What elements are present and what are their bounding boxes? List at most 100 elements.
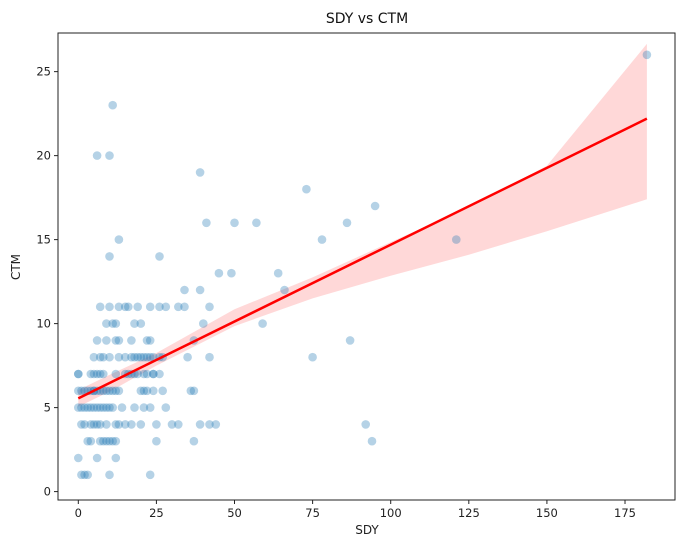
- data-point: [136, 420, 146, 429]
- y-tick-label: 25: [36, 65, 51, 79]
- data-point: [86, 436, 96, 446]
- data-point: [195, 285, 205, 295]
- data-point: [108, 436, 117, 446]
- x-tick-label: 25: [149, 506, 164, 520]
- data-point: [302, 184, 311, 194]
- data-point: [152, 436, 161, 446]
- data-point: [105, 352, 114, 362]
- data-point: [95, 436, 105, 446]
- data-point: [186, 386, 196, 396]
- data-point: [227, 268, 236, 278]
- regression-line-layer: [77, 117, 648, 400]
- data-point: [74, 369, 83, 379]
- data-point: [108, 100, 117, 110]
- confidence-band-layer: [78, 43, 647, 407]
- data-point: [83, 436, 92, 446]
- data-point: [102, 403, 111, 412]
- data-point: [174, 302, 183, 312]
- data-point: [642, 50, 652, 60]
- data-point: [139, 386, 149, 396]
- data-point: [127, 336, 136, 345]
- data-point: [205, 352, 214, 362]
- data-point: [142, 336, 152, 345]
- data-point: [108, 386, 117, 396]
- data-point: [211, 420, 221, 429]
- data-point: [105, 386, 114, 396]
- y-tick-label: 5: [44, 401, 51, 415]
- data-point: [117, 403, 127, 412]
- data-point: [367, 436, 377, 446]
- data-point: [74, 453, 83, 463]
- data-point: [142, 369, 152, 379]
- data-point: [167, 420, 177, 429]
- data-point: [127, 420, 136, 429]
- data-point: [105, 403, 114, 412]
- data-point: [102, 436, 111, 446]
- data-point: [92, 420, 102, 429]
- plot-frame: [57, 32, 676, 501]
- data-point: [77, 470, 86, 480]
- data-point: [161, 403, 171, 412]
- data-point: [136, 386, 146, 396]
- data-point: [183, 352, 192, 362]
- data-point: [86, 369, 96, 379]
- data-point: [111, 336, 121, 345]
- data-point: [124, 302, 133, 312]
- x-tick-label: 50: [227, 506, 242, 520]
- data-point: [105, 470, 114, 480]
- data-point: [189, 386, 199, 396]
- data-point: [95, 420, 105, 429]
- x-tick-label: 100: [380, 506, 402, 520]
- data-point: [149, 369, 158, 379]
- data-point: [74, 386, 83, 396]
- data-point: [83, 470, 92, 480]
- data-point: [155, 369, 164, 379]
- data-point: [95, 369, 105, 379]
- confidence-band: [78, 43, 647, 407]
- data-point: [111, 319, 121, 328]
- data-point: [89, 352, 99, 362]
- data-point: [111, 436, 121, 446]
- data-point: [120, 420, 130, 429]
- data-point: [142, 386, 152, 396]
- data-point: [102, 336, 111, 345]
- data-point: [370, 201, 380, 211]
- data-point: [99, 386, 108, 396]
- data-point: [136, 352, 146, 362]
- data-point: [102, 319, 111, 328]
- data-point: [145, 352, 155, 362]
- data-point: [80, 403, 89, 412]
- data-point: [130, 403, 139, 412]
- data-point: [108, 403, 117, 412]
- x-axis-ticks: 0 25 50 75 100 125 150 175: [75, 500, 636, 520]
- data-point: [127, 352, 136, 362]
- data-point: [180, 285, 189, 295]
- data-point: [86, 403, 96, 412]
- data-point: [111, 386, 121, 396]
- data-point: [155, 252, 164, 261]
- data-point: [361, 420, 371, 429]
- data-point: [105, 302, 114, 312]
- data-point: [114, 420, 124, 429]
- data-point: [230, 218, 239, 228]
- data-point: [158, 386, 167, 396]
- data-point: [139, 352, 149, 362]
- data-point: [89, 403, 99, 412]
- data-point: [92, 336, 102, 345]
- data-point: [120, 302, 130, 312]
- x-tick-label: 125: [458, 506, 480, 520]
- data-point: [114, 386, 124, 396]
- data-point: [280, 285, 289, 295]
- data-point: [92, 453, 102, 463]
- data-point: [111, 420, 121, 429]
- data-point: [105, 436, 114, 446]
- data-point: [95, 302, 105, 312]
- data-point: [345, 336, 355, 345]
- data-point: [195, 420, 205, 429]
- data-point: [105, 252, 114, 261]
- data-point: [99, 352, 108, 362]
- data-point: [80, 420, 89, 429]
- data-point: [174, 420, 183, 429]
- y-axis-ticks: 0 5 10 15 20 25: [36, 65, 58, 499]
- x-tick-label: 0: [75, 506, 82, 520]
